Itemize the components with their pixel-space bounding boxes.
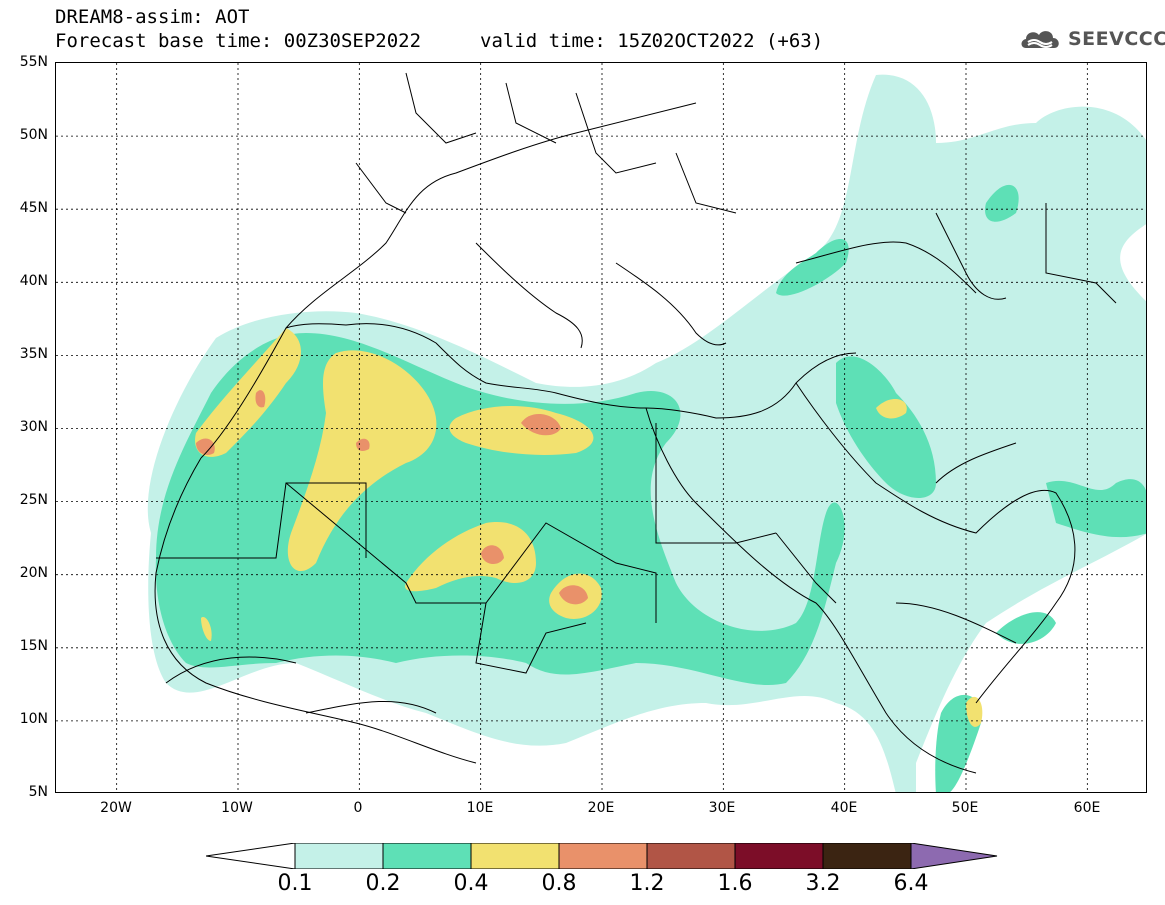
aot-level-0.2 (836, 356, 936, 498)
lon-label: 30E (708, 800, 736, 816)
lat-label: 5N (28, 784, 48, 800)
aot-contours (147, 74, 1146, 792)
cloud-icon (1021, 31, 1059, 48)
colorbar-label: 0.4 (453, 871, 489, 896)
aot-level-0.4 (195, 328, 301, 457)
colorbar-box (646, 843, 736, 869)
lat-label: 45N (19, 200, 48, 216)
aot-level-0.8 (559, 585, 588, 605)
colorbar-box (822, 843, 912, 869)
aot-level-0.8 (196, 438, 215, 455)
lat-label: 55N (19, 54, 48, 70)
aot-level-0.8 (255, 390, 266, 408)
colorbar-box (294, 843, 384, 869)
colorbar (206, 843, 998, 869)
colorbar-box (382, 843, 472, 869)
lat-label: 10N (19, 711, 48, 727)
aot-level-0.8 (356, 438, 370, 451)
map-area (55, 62, 1147, 793)
aot-level-0.4 (966, 696, 983, 727)
colorbar-box (558, 843, 648, 869)
colorbar-box (470, 843, 560, 869)
colorbar-label: 0.8 (541, 871, 577, 896)
aot-level-0.4 (449, 406, 594, 455)
aot-level-0.4 (201, 617, 212, 641)
lon-label: 0 (353, 800, 363, 816)
aot-level-0.8 (521, 413, 561, 436)
colorbar-label: 0.2 (365, 871, 401, 896)
colorbar-label: 1.6 (717, 871, 753, 896)
lat-label: 35N (19, 346, 48, 362)
lon-label: 10W (221, 800, 253, 816)
lon-label: 40E (830, 800, 858, 816)
aot-level-0.8 (481, 545, 504, 565)
lon-label: 20E (587, 800, 615, 816)
aot-level-0.4 (405, 522, 536, 592)
colorbar-label: 3.2 (805, 871, 841, 896)
aot-level-0.2 (985, 184, 1019, 222)
forecast-base-time: Forecast base time: 00Z30SEP2022 (55, 30, 422, 52)
colorbar-label: 6.4 (893, 871, 929, 896)
lon-label: 10E (466, 800, 494, 816)
logo-text: SEEVCCC (1068, 28, 1165, 50)
lat-label: 20N (19, 565, 48, 581)
lat-label: 30N (19, 419, 48, 435)
lon-label: 50E (951, 800, 979, 816)
lon-label: 20W (100, 800, 132, 816)
coastlines-borders (154, 72, 1117, 774)
aot-level-0.4 (876, 398, 907, 419)
lat-label: 40N (19, 273, 48, 289)
map-gridlines (56, 63, 1146, 792)
colorbar-label: 0.1 (277, 871, 313, 896)
lat-label: 50N (19, 127, 48, 143)
lon-label: 60E (1073, 800, 1101, 816)
colorbar-box (734, 843, 824, 869)
colorbar-over-arrow (910, 843, 998, 869)
lat-label: 15N (19, 638, 48, 654)
aot-level-0.2 (996, 612, 1056, 644)
map-title: DREAM8-assim: AOT (55, 6, 250, 28)
lat-label: 25N (19, 492, 48, 508)
colorbar-under-arrow (206, 843, 296, 869)
seevccc-logo: SEEVCCC (1018, 24, 1165, 54)
colorbar-label: 1.2 (629, 871, 665, 896)
valid-time: valid time: 15Z02OCT2022 (+63) (480, 30, 824, 52)
